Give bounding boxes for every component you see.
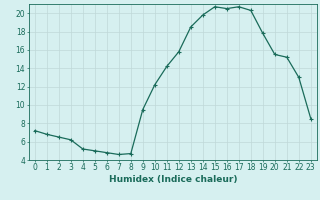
X-axis label: Humidex (Indice chaleur): Humidex (Indice chaleur) — [108, 175, 237, 184]
